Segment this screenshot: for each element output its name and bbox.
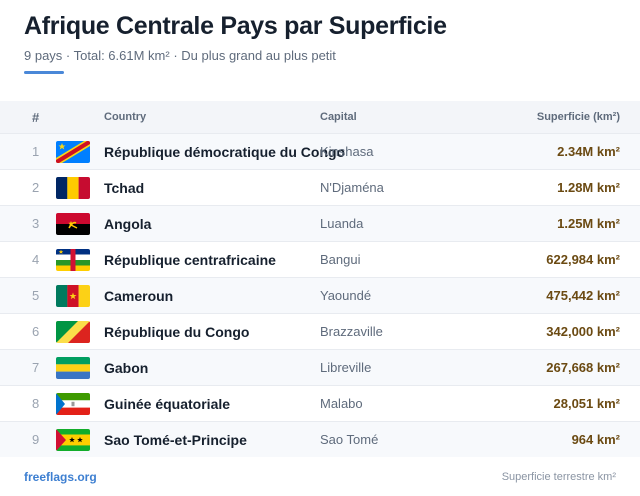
page-footer: freeflags.org Superficie terrestre km²	[24, 470, 616, 484]
country-table: # Country Capital Superficie (km²) 1 Rép…	[0, 101, 640, 457]
row-country: Gabon	[104, 359, 149, 376]
table-row[interactable]: 3 Angola Luanda 1.25M km²	[0, 205, 640, 241]
row-country: Guinée équatoriale	[104, 395, 231, 412]
row-country: Tchad	[104, 179, 145, 196]
row-rank: 3	[32, 216, 40, 231]
column-header-capital[interactable]: Capital	[320, 111, 357, 123]
brand-link[interactable]: freeflags.org	[24, 470, 97, 484]
row-country: Cameroun	[104, 287, 174, 304]
td-flag-icon	[56, 176, 90, 199]
row-rank: 5	[32, 288, 40, 303]
table-header: # Country Capital Superficie (km²)	[0, 101, 640, 133]
table-row[interactable]: 5 Cameroun Yaoundé 475,442 km²	[0, 277, 640, 313]
table-row[interactable]: 4 République centrafricaine Bangui 622,9…	[0, 241, 640, 277]
gq-flag-icon	[56, 392, 90, 415]
row-area: 964 km²	[571, 432, 620, 447]
title-accent-bar	[24, 71, 64, 74]
page-header: Afrique Centrale Pays par Superficie 9 p…	[24, 12, 616, 74]
row-capital: Bangui	[320, 252, 361, 267]
row-country: République du Congo	[104, 323, 250, 340]
row-capital: Malabo	[320, 396, 363, 411]
row-area: 28,051 km²	[553, 396, 621, 411]
row-capital: Luanda	[320, 216, 364, 231]
row-country: République démocratique du Congo	[104, 143, 346, 160]
column-header-area[interactable]: Superficie (km²)	[536, 111, 620, 123]
row-country: Angola	[104, 215, 152, 232]
row-capital: Sao Tomé	[320, 432, 379, 447]
row-capital: Brazzaville	[320, 324, 383, 339]
row-area: 1.28M km²	[557, 180, 620, 195]
row-area: 2.34M km²	[557, 144, 620, 159]
footer-note: Superficie terrestre km²	[501, 471, 616, 483]
page-subtitle: 9 pays · Total: 6.61M km² · Du plus gran…	[24, 48, 336, 63]
row-rank: 4	[32, 252, 40, 267]
cm-flag-icon	[56, 284, 90, 307]
cg-flag-icon	[56, 320, 90, 343]
table-row[interactable]: 8 Guinée équatoriale Malabo 28,051 km²	[0, 385, 640, 421]
st-flag-icon	[56, 428, 90, 451]
table-row[interactable]: 7 Gabon Libreville 267,668 km²	[0, 349, 640, 385]
row-rank: 7	[32, 360, 40, 375]
row-rank: 8	[32, 396, 40, 411]
table-row[interactable]: 6 République du Congo Brazzaville 342,00…	[0, 313, 640, 349]
row-capital: Kinshasa	[320, 144, 374, 159]
page-title: Afrique Centrale Pays par Superficie	[24, 12, 447, 40]
row-rank: 2	[32, 180, 40, 195]
row-area: 1.25M km²	[557, 216, 620, 231]
row-capital: Libreville	[320, 360, 372, 375]
row-rank: 6	[32, 324, 40, 339]
row-rank: 9	[32, 432, 40, 447]
table-row[interactable]: 9 Sao Tomé-et-Principe Sao Tomé 964 km²	[0, 421, 640, 457]
row-rank: 1	[32, 144, 40, 159]
column-header-rank[interactable]: #	[32, 109, 40, 125]
row-country: Sao Tomé-et-Principe	[104, 431, 247, 448]
row-area: 475,442 km²	[546, 288, 620, 303]
cd-flag-icon	[56, 140, 90, 163]
row-area: 622,984 km²	[546, 252, 620, 267]
row-capital: Yaoundé	[320, 288, 372, 303]
ao-flag-icon	[56, 212, 90, 235]
row-capital: N'Djaména	[320, 180, 384, 195]
column-header-country[interactable]: Country	[104, 111, 147, 123]
table-row[interactable]: 1 République démocratique du Congo Kinsh…	[0, 133, 640, 169]
table-row[interactable]: 2 Tchad N'Djaména 1.28M km²	[0, 169, 640, 205]
row-country: République centrafricaine	[104, 251, 276, 268]
row-area: 267,668 km²	[546, 360, 620, 375]
cf-flag-icon	[56, 248, 90, 271]
row-area: 342,000 km²	[546, 324, 620, 339]
ga-flag-icon	[56, 356, 90, 379]
